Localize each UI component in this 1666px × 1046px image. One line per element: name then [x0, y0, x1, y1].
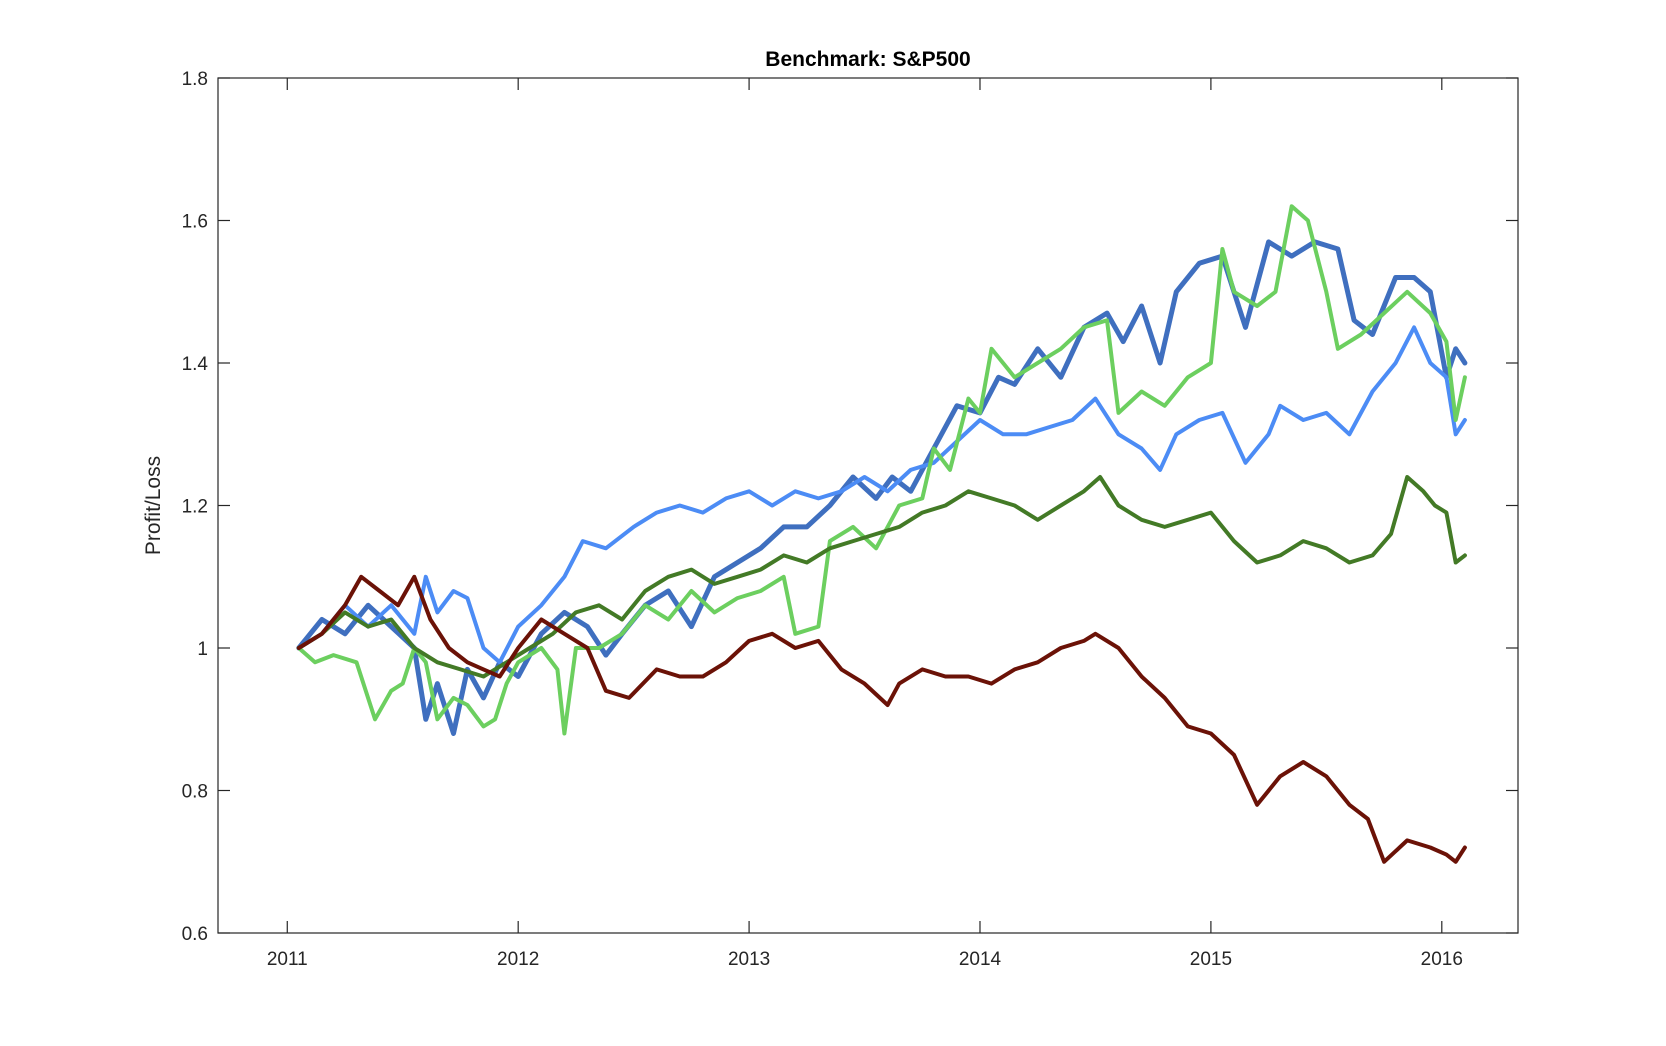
- y-tick-label-1.2: 1.2: [182, 497, 208, 518]
- y-tick-label-1.8: 1.8: [182, 69, 208, 90]
- series-line-5: [296, 574, 1467, 864]
- x-tick-label-2011: 2011: [267, 949, 308, 970]
- y-tick-label-1.6: 1.6: [182, 212, 208, 233]
- plot-area: 2011 2012 2013 2014 2015 2016 0.6 0.8 1 1.2 1.4 1.6…: [182, 69, 1519, 970]
- y-tick-label-0.6: 0.6: [182, 924, 208, 945]
- x-tick-label-2015: 2015: [1190, 949, 1232, 970]
- x-tick-label-2012: 2012: [497, 949, 539, 970]
- y-tick-label-1: 1: [197, 639, 208, 660]
- x-tick-label-2013: 2013: [728, 949, 770, 970]
- y-tick-label-1.4: 1.4: [182, 354, 209, 375]
- x-tick-label-2014: 2014: [959, 949, 1002, 970]
- series-line-2: [296, 325, 1467, 665]
- y-axis-title: Profit/Loss: [142, 456, 165, 555]
- y-tick-label-0.8: 0.8: [182, 782, 208, 803]
- series-line-1: [296, 239, 1468, 736]
- chart-title: Benchmark: S&P500: [765, 48, 970, 71]
- x-tick-label-2016: 2016: [1421, 949, 1463, 970]
